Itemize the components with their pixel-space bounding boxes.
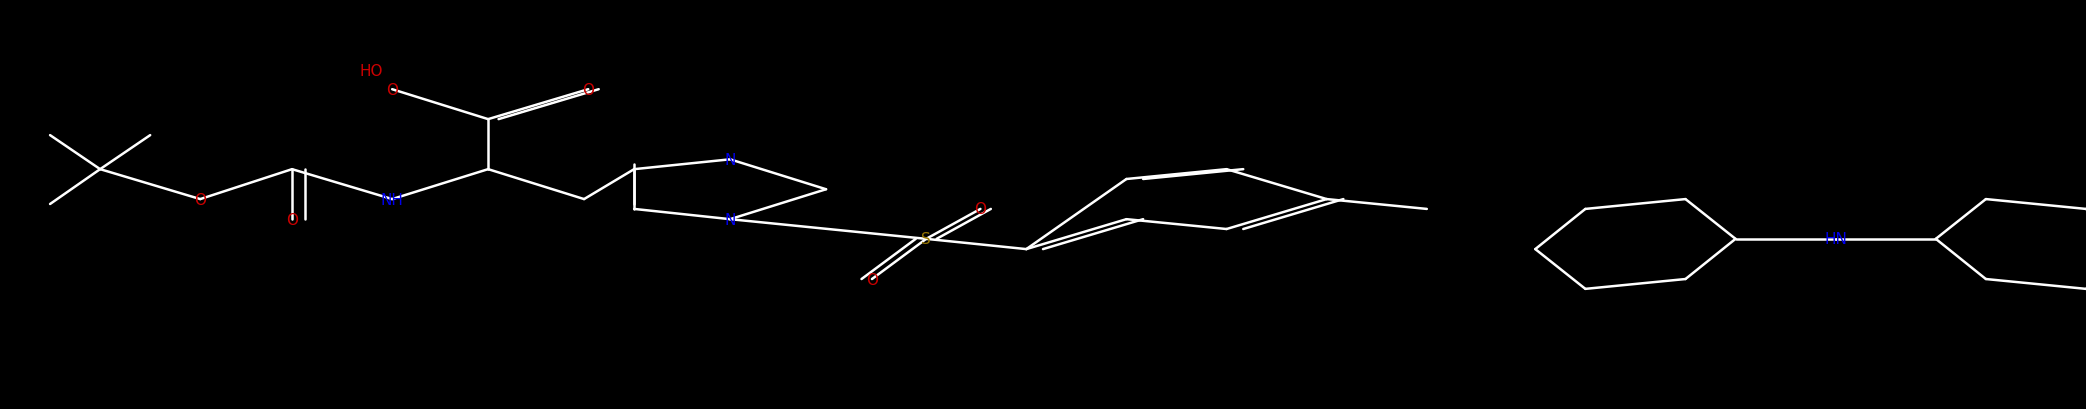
Text: HN: HN <box>1825 232 1846 247</box>
Text: N: N <box>724 153 736 167</box>
Text: O: O <box>866 272 878 287</box>
Text: O: O <box>974 202 987 217</box>
Text: NH: NH <box>382 192 403 207</box>
Text: O: O <box>286 212 298 227</box>
Text: N: N <box>724 212 736 227</box>
Text: O: O <box>582 83 595 97</box>
Text: HO: HO <box>359 64 384 79</box>
Text: S: S <box>922 232 930 247</box>
Text: O: O <box>386 83 398 97</box>
Text: O: O <box>194 192 207 207</box>
